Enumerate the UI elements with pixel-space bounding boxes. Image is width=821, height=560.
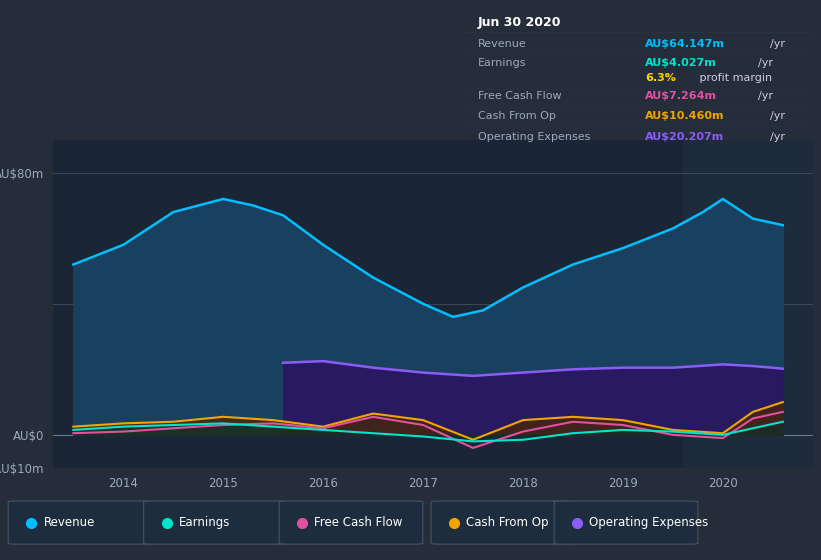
Text: /yr: /yr (758, 58, 773, 68)
Text: AU$10.460m: AU$10.460m (645, 111, 725, 122)
Text: Earnings: Earnings (478, 58, 526, 68)
Text: Jun 30 2020: Jun 30 2020 (478, 16, 562, 29)
FancyBboxPatch shape (431, 501, 575, 544)
Text: Revenue: Revenue (478, 39, 526, 49)
Text: AU$64.147m: AU$64.147m (645, 39, 725, 49)
Text: Free Cash Flow: Free Cash Flow (478, 91, 562, 101)
Text: /yr: /yr (758, 91, 773, 101)
Text: Operating Expenses: Operating Expenses (589, 516, 709, 529)
FancyBboxPatch shape (8, 501, 152, 544)
FancyBboxPatch shape (554, 501, 698, 544)
Text: /yr: /yr (770, 39, 786, 49)
FancyBboxPatch shape (279, 501, 423, 544)
Text: AU$4.027m: AU$4.027m (645, 58, 717, 68)
Text: AU$20.207m: AU$20.207m (645, 132, 725, 142)
Text: /yr: /yr (770, 132, 786, 142)
FancyBboxPatch shape (144, 501, 287, 544)
Text: Cash From Op: Cash From Op (466, 516, 548, 529)
Text: profit margin: profit margin (696, 73, 773, 83)
Text: Earnings: Earnings (179, 516, 231, 529)
Text: Operating Expenses: Operating Expenses (478, 132, 590, 142)
Text: 6.3%: 6.3% (645, 73, 677, 83)
Text: Free Cash Flow: Free Cash Flow (314, 516, 403, 529)
Text: /yr: /yr (770, 111, 786, 122)
Text: AU$7.264m: AU$7.264m (645, 91, 718, 101)
Bar (683, 140, 821, 468)
Text: Cash From Op: Cash From Op (478, 111, 556, 122)
Text: Revenue: Revenue (44, 516, 95, 529)
